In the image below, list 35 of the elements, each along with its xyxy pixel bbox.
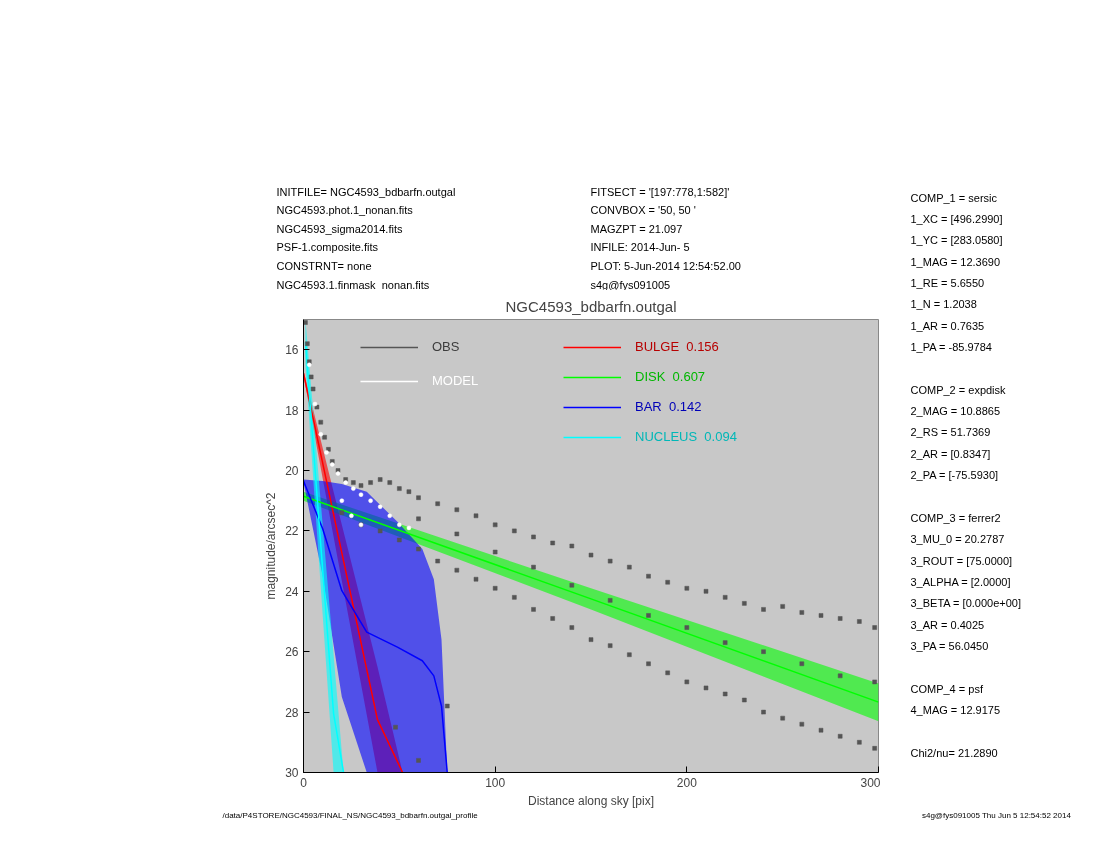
x-tick-label: 100 xyxy=(485,775,506,790)
point xyxy=(397,522,402,528)
y-tick-label: 26 xyxy=(285,645,299,660)
y-tick-label: 28 xyxy=(285,705,299,720)
y-axis-title: magnitude/arcsec^2 xyxy=(264,492,279,600)
y-tick-label: 18 xyxy=(285,403,299,418)
y-tick-label: 22 xyxy=(285,524,299,539)
text: INITFILE= NGC4593_bdbarfn.outgal NGC4593.phot.1_nonan.fits NGC4593_sigma2014.fits PSF-1.composite.fits CONSTRNT= none NGC4593.1.finmask_nonan.fits xyxy=(276,185,456,291)
legend-label: BAR 0.142 xyxy=(635,399,702,414)
point xyxy=(387,513,392,519)
x-tick-label: 0 xyxy=(300,775,308,790)
x-tick-label: 300 xyxy=(860,775,881,790)
point xyxy=(406,525,412,531)
x-axis-title: Distance along sky [pix] xyxy=(527,793,655,808)
point xyxy=(351,486,356,491)
y-tick-label: 30 xyxy=(285,766,299,780)
text: /data/P4STORE/NGC4593/FINAL_NS/NGC4593_bdbarfn.outgal_profile xyxy=(222,810,479,820)
legend-label: OBS xyxy=(432,339,460,354)
point xyxy=(318,432,323,437)
legend-label: NUCLEUS 0.094 xyxy=(635,429,737,444)
legend-label: DISK 0.607 xyxy=(635,369,706,384)
point xyxy=(339,498,345,503)
y-tick-label: 20 xyxy=(285,464,299,478)
text: COMP_1 = sersic 1_XC = [496.2990] 1_YC = [283.0580] 1_MAG = 12.3690 1_RE = 5.6550 1_N = 1.2038 1_AR = 0.7635 1_PA = -85.9784 COMP_2 = expdisk 2_MAG = 10.8865 2_RS = 51.7369 2_AR = [0.8347] 2_PA = [-75.5930] COMP_3 = ferrer2 3_MU_0 = 20.2787 3_ROUT = [75.0000] 3_ALPHA = [2.0000] 3_BETA = [0.000e+00] 3_AR = 0.4025 3_PA = 56.0450 COMP_4 = psf 4_MAG = 12.9175 Chi2/nu= 21.2890 xyxy=(910,191,1021,759)
point xyxy=(377,504,383,509)
chart-title: NGC4593_bdbarfn.outgal xyxy=(505,297,677,315)
x-tick-label: 200 xyxy=(676,775,698,790)
text: s4g@fys091005 Thu Jun 5 12:54:52 2014 xyxy=(921,810,1072,820)
text: FITSECT = '[197:778,1:582]' CONVBOX = '50, 50 ' MAGZPT = 21.097 INFILE: 2014-Jun- 5 PLOT: 5-Jun-2014 12:54:52.00 s4g@fys091005 xyxy=(590,185,741,291)
point xyxy=(368,498,373,503)
y-tick-label: 16 xyxy=(285,343,299,358)
point xyxy=(349,513,354,519)
legend-label: BULGE 0.156 xyxy=(635,339,719,354)
y-tick-label: 24 xyxy=(285,584,299,599)
point xyxy=(358,492,364,497)
